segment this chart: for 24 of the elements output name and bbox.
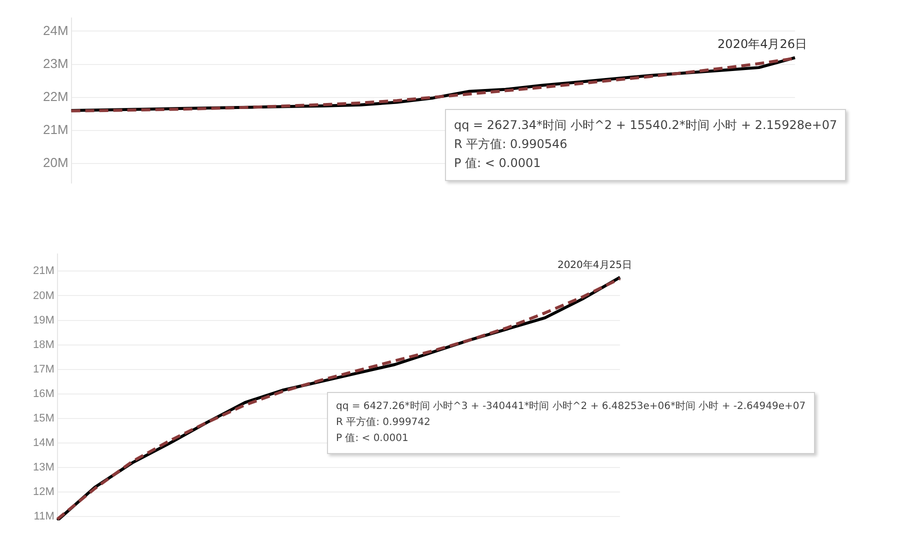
y-tick-label: 24M — [42, 22, 68, 38]
y-tick-label: 18M — [32, 338, 54, 351]
y-tick-label: 16M — [32, 388, 54, 400]
y-tick-label: 21M — [32, 265, 54, 278]
annotation: P 值: < 0.0001 — [454, 155, 542, 172]
annotation: R 平方值: 0.990546 — [454, 136, 568, 154]
y-tick-label: 20M — [42, 154, 68, 170]
annotation: 2020年4月26日 — [718, 36, 807, 51]
y-tick-label: 11M — [34, 510, 54, 523]
y-tick-label: 14M — [32, 437, 54, 450]
y-tick-label: 22M — [42, 88, 68, 104]
y-tick-label: 15M — [32, 412, 54, 425]
annotation: P 值: < 0.0001 — [336, 432, 410, 446]
y-tick-label: 21M — [42, 122, 68, 137]
annotation: R 平方值: 0.999742 — [336, 416, 432, 430]
y-tick-label: 20M — [32, 290, 54, 302]
annotation: qq = 2627.34*时间 小时^2 + 15540.2*时间 小时 + 2.15928e+07 — [454, 117, 838, 134]
y-tick-label: 23M — [42, 56, 68, 71]
y-tick-label: 19M — [32, 314, 54, 326]
annotation: 2020年4月25日 — [557, 258, 632, 271]
y-tick-label: 17M — [32, 363, 54, 376]
y-tick-label: 13M — [32, 462, 54, 474]
annotation: qq = 6427.26*时间 小时^3 + -340441*时间 小时^2 + 6.48253e+06*时间 小时 + -2.64949e+07 — [336, 400, 806, 414]
y-tick-label: 12M — [32, 486, 54, 498]
